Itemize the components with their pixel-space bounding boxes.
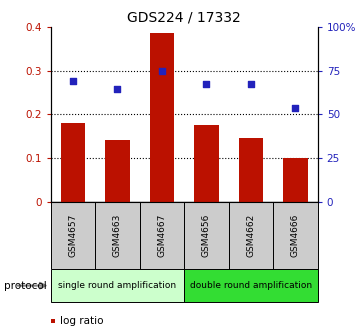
- Bar: [273, 202, 318, 269]
- Bar: [229, 202, 273, 269]
- Bar: [239, 138, 263, 202]
- Text: double round amplification: double round amplification: [190, 281, 312, 290]
- Point: [70, 78, 76, 84]
- Text: log ratio: log ratio: [60, 316, 104, 326]
- Point: [292, 105, 298, 110]
- Point: [159, 69, 165, 74]
- Bar: [61, 123, 85, 202]
- Bar: [194, 125, 219, 202]
- Text: GSM4667: GSM4667: [157, 213, 166, 257]
- Text: GSM4656: GSM4656: [202, 213, 211, 257]
- Bar: [184, 269, 318, 302]
- Bar: [283, 158, 308, 202]
- Text: GSM4666: GSM4666: [291, 213, 300, 257]
- Point: [114, 86, 120, 92]
- Bar: [95, 202, 140, 269]
- Bar: [51, 202, 95, 269]
- Bar: [140, 202, 184, 269]
- Bar: [51, 269, 184, 302]
- Text: GSM4663: GSM4663: [113, 213, 122, 257]
- Bar: [184, 202, 229, 269]
- Text: GSM4662: GSM4662: [247, 214, 255, 257]
- Text: single round amplification: single round amplification: [58, 281, 177, 290]
- Bar: [149, 34, 174, 202]
- Point: [248, 81, 254, 86]
- Text: GSM4657: GSM4657: [68, 213, 77, 257]
- Title: GDS224 / 17332: GDS224 / 17332: [127, 10, 241, 24]
- Point: [204, 81, 209, 86]
- Text: protocol: protocol: [4, 281, 46, 291]
- Bar: [105, 140, 130, 202]
